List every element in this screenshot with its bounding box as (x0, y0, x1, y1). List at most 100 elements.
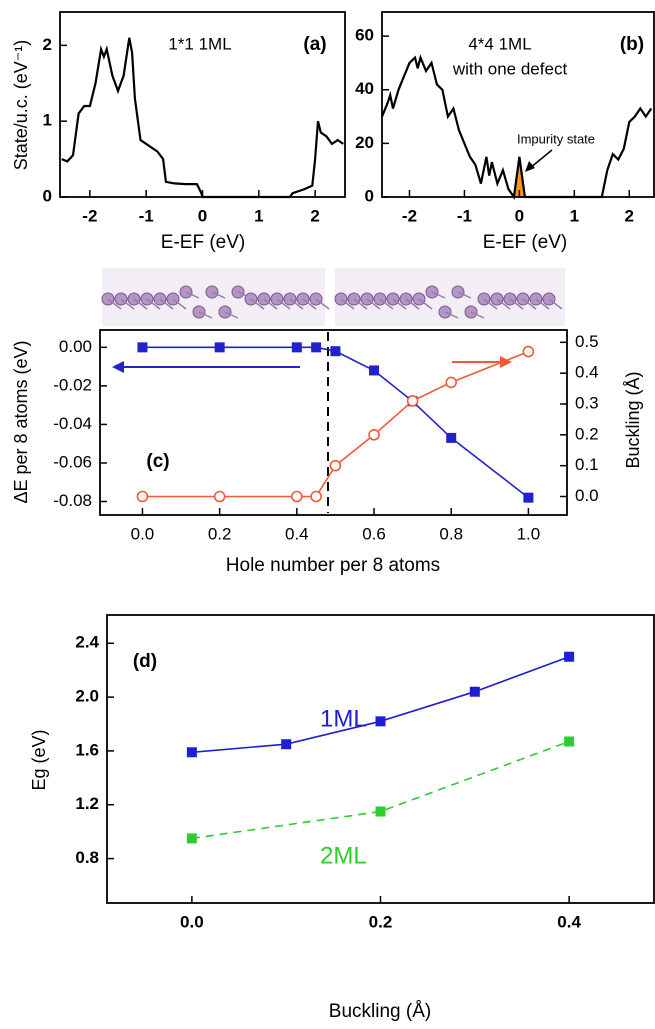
annotation-text: Impurity state (517, 131, 595, 146)
structure-bond (535, 298, 550, 310)
marker (291, 342, 302, 353)
structure-bond (159, 298, 174, 310)
y-tick-label: 1 (43, 111, 52, 130)
structure-bond (548, 298, 563, 310)
y2-tick-label: 0.3 (575, 393, 599, 412)
structure-bond (120, 298, 135, 310)
marker (523, 492, 534, 503)
x-tick-label: -1 (457, 206, 472, 225)
y2-tick-label: 0.4 (575, 363, 599, 382)
marker (186, 833, 197, 844)
label-text: (c) (146, 451, 169, 472)
marker (214, 342, 225, 353)
marker (406, 395, 419, 407)
structure-bond (133, 298, 148, 310)
subtitle-text: with one defect (452, 59, 568, 78)
marker (311, 342, 322, 353)
y-tick-label: 20 (355, 133, 374, 152)
y2-tick-label: 0.0 (575, 486, 599, 505)
filled-area (513, 156, 525, 197)
structure-bond (107, 298, 122, 310)
ylabel-text: State/u.c. (eV⁻¹) (11, 40, 31, 171)
arrow (112, 361, 300, 373)
structure-bond (340, 298, 355, 310)
arrow (452, 356, 512, 368)
x-tick-label: 0.0 (131, 524, 155, 543)
arrow (525, 149, 553, 172)
x-tick-label: 0.2 (369, 912, 393, 931)
ylabel-text: Eg (eV) (29, 729, 49, 790)
structure-image (101, 268, 565, 326)
x-tick-label: 1 (570, 206, 579, 225)
structure-bond (146, 298, 161, 310)
structure-bond (250, 298, 265, 310)
structure-bond (470, 311, 485, 319)
marker (329, 459, 342, 472)
plot-frame (99, 329, 568, 516)
structure-bond (172, 298, 187, 310)
x-tick-label: 0.2 (208, 524, 232, 543)
structure-bond (457, 291, 472, 299)
xlabel-text: E-EF (eV) (483, 232, 567, 253)
marker (330, 346, 341, 357)
y-tick-label: 0 (365, 186, 374, 205)
structure-bond (431, 291, 446, 299)
structure-bond (276, 298, 291, 310)
x-tick-label: 2 (310, 206, 319, 225)
marker (375, 806, 386, 817)
structure-bond (509, 298, 524, 310)
y2-tick-label: 0.1 (575, 455, 599, 474)
marker (310, 490, 322, 503)
ylabel-text: Buckling (Å) (623, 371, 643, 468)
series-line (61, 37, 344, 199)
xlabel-text: E-EF (eV) (161, 232, 245, 253)
x-tick-label: 0.4 (285, 524, 309, 543)
structure-bond (444, 311, 459, 319)
series-line (142, 346, 529, 499)
marker (281, 739, 292, 750)
x-tick-label: 1 (254, 206, 263, 225)
marker (469, 686, 480, 697)
y-tick-label: -0.08 (53, 491, 92, 510)
x-tick-label: 0.0 (180, 912, 204, 931)
structure-bond (315, 298, 330, 310)
structure-bond (224, 311, 239, 319)
title-text: 4*4 1ML (468, 34, 531, 53)
series-line (191, 740, 570, 840)
ylabel-text: ΔE per 8 atoms (eV) (11, 340, 31, 503)
label-text: (d) (133, 651, 157, 672)
series-label: 2ML (320, 842, 367, 869)
marker (137, 342, 148, 353)
series-line (191, 655, 570, 754)
y-tick-label: -0.02 (53, 375, 92, 394)
structure-bond (302, 298, 317, 310)
x-tick-label: 0 (198, 206, 207, 225)
y-tick-label: 2 (43, 35, 52, 54)
y-tick-label: 0 (43, 186, 52, 205)
x-tick-label: -2 (82, 206, 97, 225)
series-line (142, 350, 529, 498)
y-tick-label: 1.2 (75, 794, 99, 813)
y2-tick-label: 0.2 (575, 424, 599, 443)
y-tick-label: 0.8 (75, 848, 99, 867)
marker (213, 490, 226, 503)
x-tick-label: 0.4 (557, 912, 581, 931)
y2-tick-label: 0.5 (575, 332, 599, 351)
y-tick-label: -0.06 (53, 452, 92, 471)
x-tick-label: -2 (402, 206, 417, 225)
marker (136, 490, 149, 503)
structure-bond (418, 298, 433, 310)
marker (186, 747, 197, 758)
y-tick-label: 60 (355, 26, 374, 45)
y-tick-label: 40 (355, 79, 374, 98)
structure-bond (366, 298, 381, 310)
structure-bond (392, 298, 407, 310)
marker (445, 376, 458, 389)
marker (564, 651, 575, 662)
structure-bond (353, 298, 368, 310)
series-label: 1ML (320, 705, 367, 732)
structure-bond (379, 298, 394, 310)
x-tick-label: 0 (515, 206, 524, 225)
marker (291, 490, 303, 503)
